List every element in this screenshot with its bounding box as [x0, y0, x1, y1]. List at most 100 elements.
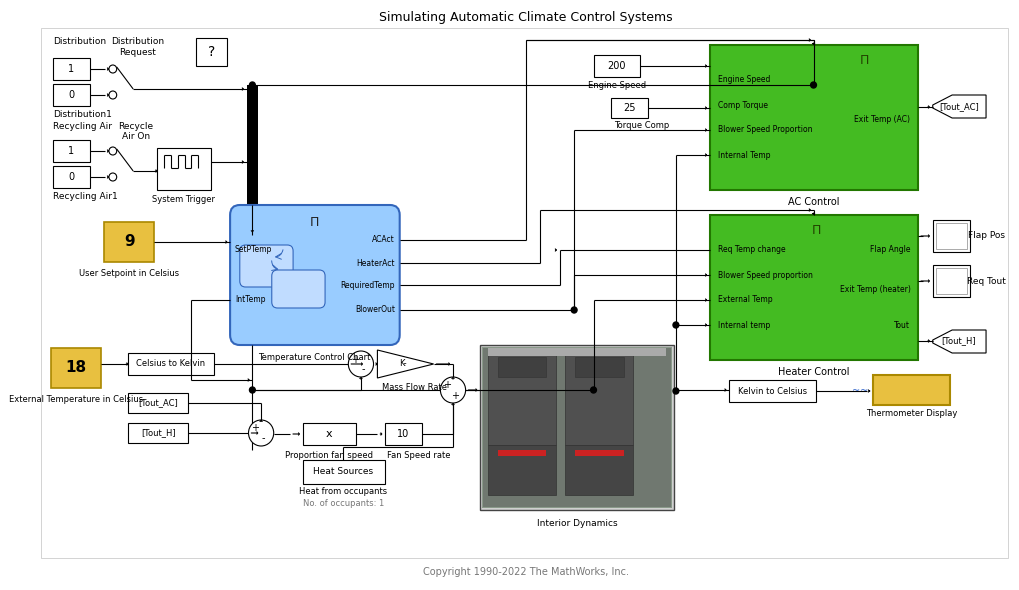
Bar [566, 445, 633, 495]
Circle shape [811, 82, 816, 88]
Text: IntTemp: IntTemp [235, 296, 265, 304]
Text: Π: Π [310, 217, 319, 230]
Bar [575, 357, 624, 377]
Text: ~~: ~~ [852, 386, 868, 396]
Circle shape [109, 91, 117, 99]
Text: x: x [326, 429, 332, 439]
Text: Recycling Air: Recycling Air [53, 122, 112, 131]
Text: External Temp: External Temp [717, 296, 772, 304]
Text: Heat from occupants: Heat from occupants [300, 487, 387, 497]
Text: [Tout_AC]: [Tout_AC] [940, 103, 979, 112]
Bar [497, 450, 546, 456]
Text: 200: 200 [607, 61, 626, 71]
Text: +: + [252, 423, 259, 433]
Bar [197, 38, 227, 66]
Text: Temperature Control Chart: Temperature Control Chart [258, 352, 371, 362]
Text: RequiredTemp: RequiredTemp [340, 280, 394, 290]
Text: Blower Speed Proportion: Blower Speed Proportion [717, 126, 812, 135]
Bar [575, 450, 624, 456]
Text: Torque Comp: Torque Comp [614, 120, 669, 129]
Bar [872, 375, 950, 405]
Circle shape [250, 387, 256, 393]
Text: 1: 1 [68, 64, 74, 74]
Circle shape [109, 65, 117, 73]
Text: Comp Torque: Comp Torque [717, 100, 767, 110]
Text: Celsius to Kelvin: Celsius to Kelvin [137, 359, 206, 369]
Text: Recycling Air1: Recycling Air1 [53, 192, 117, 201]
Bar [385, 423, 422, 445]
Text: +: + [352, 355, 359, 365]
Text: System Trigger: System Trigger [152, 195, 215, 205]
Text: -: - [261, 433, 265, 443]
Bar [710, 215, 918, 360]
Text: +: + [451, 391, 459, 401]
Text: Tout: Tout [895, 320, 910, 329]
Text: Exit Temp (AC): Exit Temp (AC) [855, 116, 910, 124]
Bar [730, 380, 816, 402]
Circle shape [109, 173, 117, 181]
Text: [Tout_H]: [Tout_H] [141, 428, 175, 438]
Text: ?: ? [208, 45, 215, 59]
Text: Distribution1: Distribution1 [53, 110, 112, 119]
Text: Interior Dynamics: Interior Dynamics [537, 520, 618, 529]
Circle shape [673, 322, 679, 328]
Text: Req Tout: Req Tout [967, 277, 1006, 286]
FancyBboxPatch shape [272, 270, 325, 308]
Bar [247, 85, 258, 205]
Text: Recycle: Recycle [118, 122, 154, 131]
Text: Engine Speed: Engine Speed [717, 76, 770, 84]
Text: 18: 18 [65, 360, 87, 375]
Bar [497, 357, 546, 377]
Text: Air On: Air On [122, 132, 150, 141]
Bar [710, 45, 918, 190]
Circle shape [440, 377, 466, 403]
Text: Heat Sources: Heat Sources [314, 467, 374, 477]
Text: [Tout_H]: [Tout_H] [942, 336, 976, 346]
Bar [480, 345, 674, 510]
Bar [128, 393, 189, 413]
Bar [157, 148, 211, 190]
Bar [104, 222, 155, 262]
Bar [483, 348, 672, 507]
Circle shape [673, 388, 679, 394]
Bar [53, 140, 90, 162]
Circle shape [348, 351, 374, 377]
Text: Request: Request [119, 48, 157, 57]
FancyBboxPatch shape [230, 205, 399, 345]
Text: User Setpoint in Celsius: User Setpoint in Celsius [79, 268, 179, 277]
Bar [488, 445, 555, 495]
Bar [566, 355, 633, 445]
Text: SetPTemp: SetPTemp [235, 245, 272, 254]
FancyBboxPatch shape [239, 245, 293, 287]
Text: Thermometer Display: Thermometer Display [866, 408, 957, 418]
Bar [51, 348, 101, 388]
Bar [935, 268, 967, 294]
Text: BlowerOut: BlowerOut [355, 306, 394, 314]
Bar [488, 348, 666, 356]
Text: ACAct: ACAct [372, 235, 394, 244]
Text: HeaterAct: HeaterAct [357, 258, 394, 267]
Circle shape [249, 420, 274, 446]
Polygon shape [377, 350, 434, 378]
Text: Mass Flow Rate: Mass Flow Rate [382, 384, 446, 392]
Text: [Tout_AC]: [Tout_AC] [139, 398, 178, 408]
Text: External Temperature in Celsius: External Temperature in Celsius [9, 395, 143, 405]
Text: Internal temp: Internal temp [717, 320, 769, 329]
Text: Simulating Automatic Climate Control Systems: Simulating Automatic Climate Control Sys… [379, 11, 673, 25]
Circle shape [250, 82, 256, 88]
Text: Internal Temp: Internal Temp [717, 150, 770, 159]
Bar [53, 84, 90, 106]
Text: Blower Speed proportion: Blower Speed proportion [717, 270, 812, 280]
Text: Engine Speed: Engine Speed [588, 80, 646, 90]
Polygon shape [932, 330, 986, 353]
Bar [935, 223, 967, 249]
Text: Fan Speed rate: Fan Speed rate [387, 451, 450, 461]
Text: Req Temp change: Req Temp change [717, 245, 786, 254]
Polygon shape [932, 95, 986, 118]
Text: Π: Π [812, 224, 821, 237]
Text: Proportion fan speed: Proportion fan speed [285, 451, 373, 461]
Bar [932, 265, 969, 297]
Bar [932, 220, 969, 252]
Text: Π: Π [860, 54, 869, 67]
Text: 1: 1 [68, 146, 74, 156]
